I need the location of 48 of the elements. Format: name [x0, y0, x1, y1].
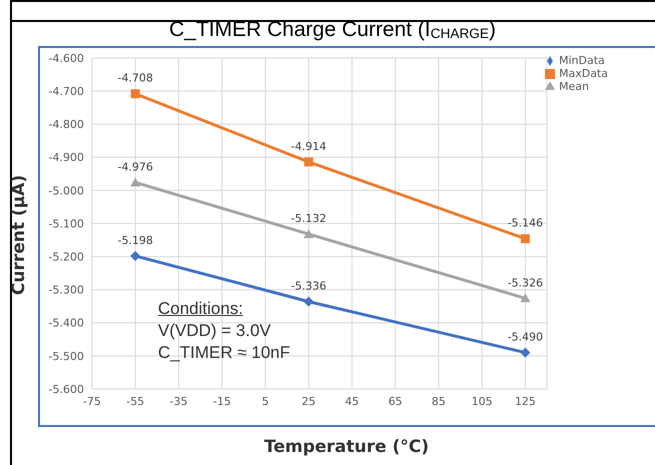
annotation: Conditions: — [158, 298, 244, 320]
point — [130, 177, 140, 186]
x-tick-label: 85 — [432, 394, 446, 408]
point — [520, 293, 530, 302]
data-label: -4.976 — [118, 160, 154, 174]
legend-label: MaxData — [558, 67, 608, 80]
x-tick-label: 45 — [344, 394, 359, 408]
point — [520, 348, 530, 358]
data-label: -5.146 — [508, 216, 544, 230]
data-label: -5.326 — [508, 276, 544, 290]
point — [304, 157, 314, 166]
x-tick-label: -35 — [170, 394, 188, 408]
data-label: -5.132 — [290, 212, 326, 226]
y-tick-label: -4.900 — [48, 151, 84, 164]
data-label: -4.708 — [118, 72, 154, 85]
y-tick-label: -5.200 — [48, 250, 84, 264]
y-tick-label: -5.400 — [48, 316, 84, 330]
x-axis-title: Temperature (°C) — [263, 437, 430, 457]
x-tick-label: -15 — [213, 394, 231, 408]
data-label: -4.914 — [290, 140, 326, 153]
legend-label: MinData — [558, 54, 605, 67]
x-tick-label: -75 — [83, 394, 101, 408]
x-tick-label: -55 — [126, 394, 144, 408]
annotation: C_TIMER ≈ 10nF — [158, 342, 290, 364]
x-tick-label: 25 — [302, 394, 316, 408]
point — [130, 89, 140, 98]
data-label: -5.336 — [290, 280, 326, 293]
point — [130, 250, 140, 261]
x-tick-label: 5 — [262, 394, 269, 408]
point — [520, 234, 530, 244]
x-tick-label: 65 — [388, 394, 402, 408]
y-tick-label: -4.800 — [48, 118, 84, 132]
legend-label: Mean — [558, 80, 589, 93]
y-tick-label: -4.700 — [48, 85, 84, 98]
y-tick-label: -5.300 — [48, 284, 84, 297]
data-label: -5.490 — [508, 330, 544, 344]
y-tick-label: -5.000 — [48, 184, 84, 198]
y-tick-label: -5.600 — [48, 382, 84, 396]
point — [304, 296, 314, 307]
x-tick-label: 105 — [471, 394, 492, 408]
data-label: -5.198 — [118, 234, 154, 247]
point — [304, 229, 314, 238]
y-axis-title: Current (µA) — [9, 174, 30, 295]
annotation: V(VDD) = 3.0V — [158, 320, 272, 342]
y-tick-label: -4.600 — [48, 52, 84, 65]
x-tick-label: 125 — [514, 394, 536, 408]
y-tick-label: -5.100 — [48, 217, 84, 230]
y-tick-label: -5.500 — [48, 350, 84, 363]
